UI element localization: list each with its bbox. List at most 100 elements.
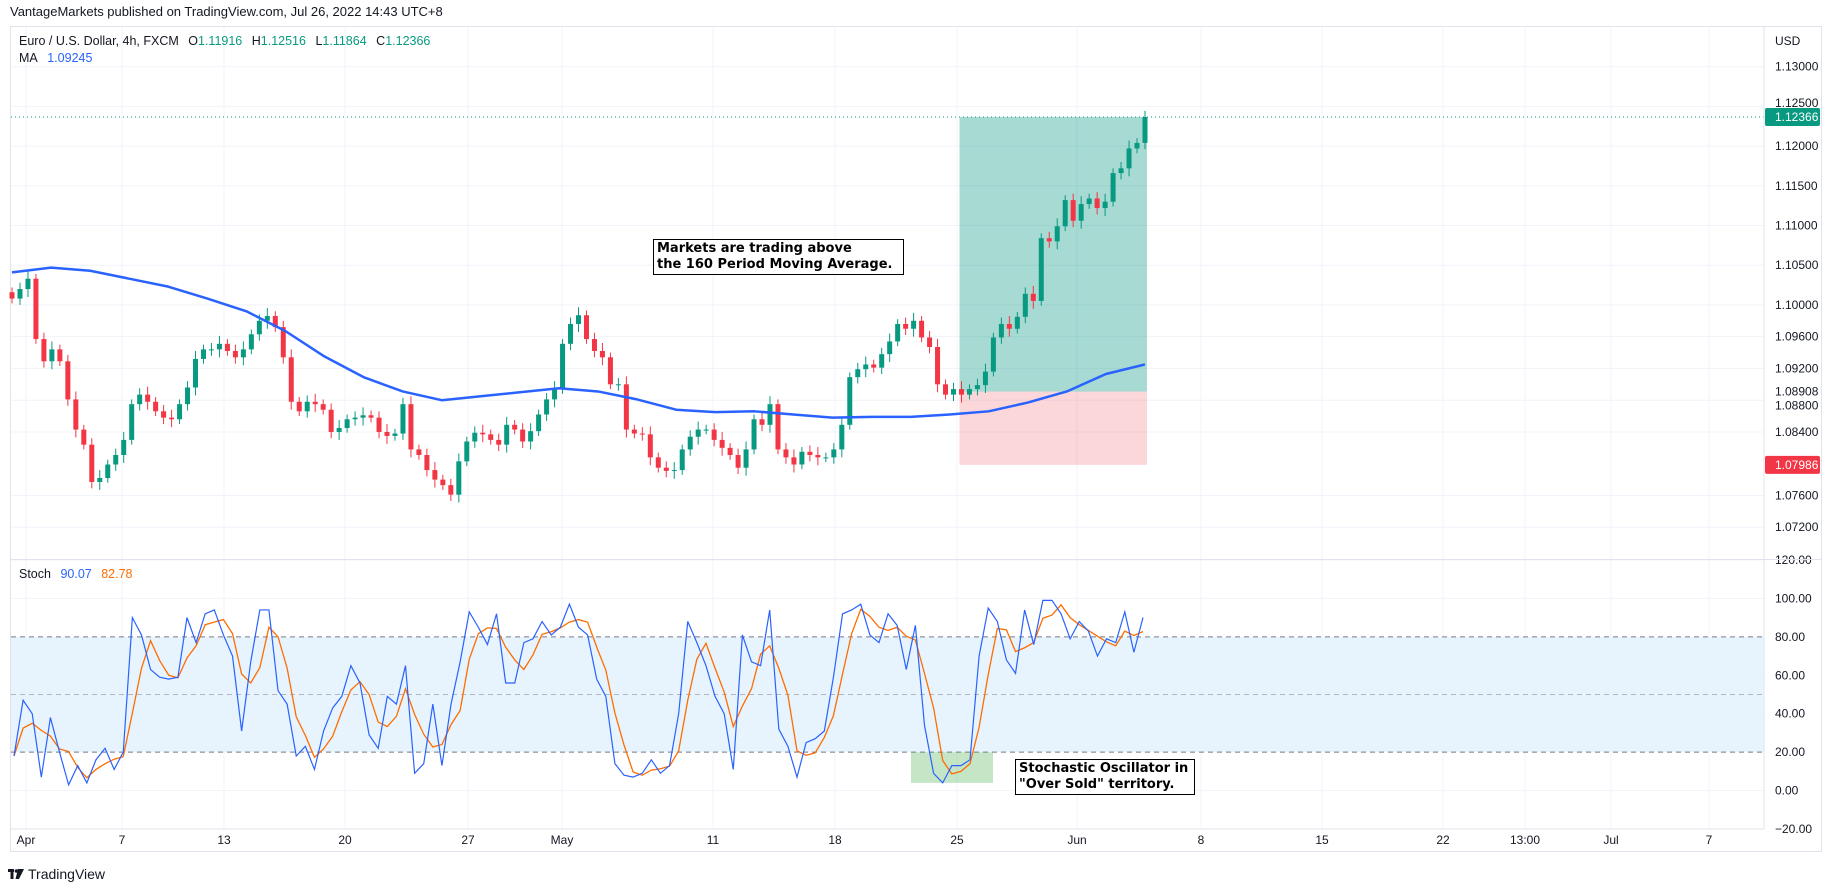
candle-down [631, 429, 637, 434]
candle-up [240, 349, 246, 358]
candle-up [863, 364, 869, 370]
time-axis-label: Jul [1603, 833, 1618, 847]
time-axis-label: 11 [707, 833, 720, 847]
candle-down [1006, 323, 1012, 329]
price-axis-label: 1.07200 [1775, 520, 1819, 534]
candle-down [727, 447, 733, 455]
stoch-axis-label: 80.00 [1775, 630, 1805, 644]
candle-up [344, 419, 350, 428]
candle-up [392, 433, 398, 436]
stoch-annotation-line1: Stochastic Oscillator in [1019, 761, 1189, 776]
candle-up [799, 451, 805, 465]
ma-annotation[interactable]: Markets are trading above the 160 Period… [653, 239, 904, 275]
low-label: L [315, 34, 323, 48]
candle-down [432, 470, 438, 480]
candle-down [73, 399, 79, 430]
profit-zone [959, 117, 1147, 392]
loss-zone [959, 391, 1147, 465]
time-axis-label: 8 [1198, 833, 1205, 847]
ma-line [11, 266, 1146, 419]
high-value: 1.12516 [260, 34, 306, 48]
ma-annotation-line1: Markets are trading above [657, 241, 852, 256]
candle-up [1062, 200, 1068, 227]
candle-down [903, 323, 909, 329]
candle-up [105, 464, 111, 479]
candle-down [919, 320, 925, 338]
candle-up [751, 419, 757, 450]
candle-up [855, 369, 861, 378]
candle-up [887, 341, 893, 355]
last-price-label-bg [1765, 108, 1820, 127]
stoch-bands [11, 636, 1764, 783]
candle-down [927, 337, 933, 347]
candle-down [272, 316, 278, 328]
candle-up [839, 424, 845, 450]
candle-down [599, 350, 605, 358]
price-axis-label: 1.09200 [1775, 361, 1819, 375]
candle-up [129, 404, 135, 440]
close-value: 1.12366 [385, 34, 431, 48]
candle-down [161, 411, 167, 418]
candle-up [974, 385, 980, 390]
candle-up [1110, 173, 1116, 202]
time-axis-label: 7 [1706, 833, 1713, 847]
candle-up [536, 414, 542, 432]
time-axis-label: 18 [828, 833, 842, 847]
stoch-annotation-line2: "Over Sold" territory. [1019, 777, 1175, 792]
candle-down [424, 454, 430, 471]
stop-price-label-bg [1765, 455, 1820, 474]
symbol-title: Euro / U.S. Dollar, 4h, FXCM [19, 34, 179, 48]
candle-up [216, 343, 222, 350]
price-axis-label: 1.11500 [1775, 179, 1818, 193]
candle-up [193, 358, 199, 388]
stoch-k-line [13, 599, 1144, 787]
candle-up [97, 478, 103, 482]
candle-down [583, 315, 589, 340]
tradingview-logo-icon [8, 869, 24, 879]
stoch-annotation[interactable]: Stochastic Oscillator in "Over Sold" ter… [1015, 759, 1195, 795]
close-label: C [376, 34, 386, 48]
time-axis-label: 22 [1436, 833, 1450, 847]
candle-up [121, 439, 127, 455]
tradingview-logo[interactable]: TradingView [8, 866, 105, 882]
candle-up [695, 429, 701, 437]
candle-down [958, 389, 964, 395]
candle-down [440, 479, 446, 486]
candle-up [679, 449, 685, 471]
candle-down [663, 467, 669, 471]
price-axis-label: 1.10000 [1775, 298, 1819, 312]
stoch-k-value: 90.07 [60, 567, 92, 581]
candle-down [320, 404, 326, 410]
time-axis-label: 20 [338, 833, 352, 847]
chart-panel[interactable] [10, 26, 1822, 852]
candle-down [145, 394, 151, 402]
tradingview-brand: TradingView [28, 866, 106, 882]
candle-up [615, 384, 621, 386]
candle-up [400, 404, 406, 434]
time-axis-label: May [551, 833, 574, 847]
oversold-highlight [911, 752, 993, 783]
stoch-legend: Stoch 90.07 82.78 [19, 567, 139, 581]
candle-up [304, 401, 310, 412]
candle-down [376, 417, 382, 432]
candle-up [1086, 198, 1092, 205]
candle-down [711, 429, 717, 440]
ma-legend: MA 1.09245 [19, 51, 98, 65]
candle-up [1142, 117, 1148, 143]
candle-up [464, 441, 470, 462]
candle-up [560, 343, 566, 390]
last-price-label: 1.12366 [1775, 110, 1819, 124]
ma-annotation-line2: the 160 Period Moving Average. [657, 257, 893, 272]
high-label: H [251, 34, 261, 48]
long-position-tool [11, 116, 1764, 465]
candle-down [623, 384, 629, 430]
candle-down [783, 449, 789, 458]
candle-up [113, 454, 119, 465]
candle-up [200, 349, 206, 359]
candle-up [1014, 316, 1020, 329]
candle-up [767, 404, 773, 425]
candle-up [568, 323, 574, 344]
candle-down [81, 429, 87, 445]
publish-info: VantageMarkets published on TradingView.… [10, 4, 443, 19]
